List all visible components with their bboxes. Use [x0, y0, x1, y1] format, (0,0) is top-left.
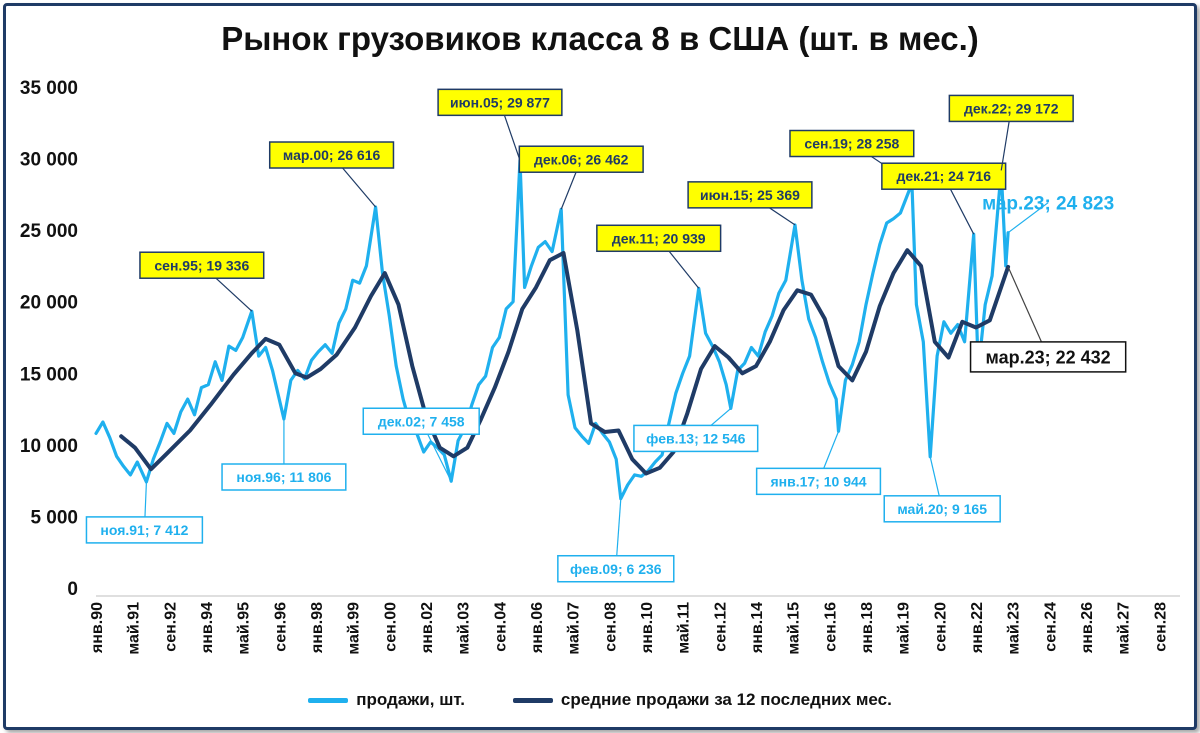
x-tick-label: сен.96 [272, 602, 289, 652]
x-tick-label: сен.08 [602, 602, 619, 652]
annotation-box [85, 516, 204, 544]
legend-item-average: средние продажи за 12 последних мес. [512, 690, 892, 710]
annotation-box [596, 224, 722, 253]
y-tick-label: 30 000 [20, 150, 78, 171]
x-tick-label: май.15 [786, 602, 803, 655]
x-tick-label: май.95 [236, 602, 253, 655]
x-tick-label: сен.92 [162, 602, 179, 652]
annotation-leader [1007, 202, 1049, 234]
x-tick-label: янв.02 [419, 602, 436, 654]
x-tick-label: янв.94 [199, 602, 216, 654]
x-tick-label: янв.10 [639, 602, 656, 654]
x-tick-label: сен.20 [932, 602, 949, 652]
annotation-box [268, 141, 395, 169]
annotation-label: фев.09; 6 236 [570, 561, 662, 577]
annotation-box [948, 94, 1074, 123]
y-tick-label: 5 000 [30, 507, 78, 528]
annotation-label: ноя.96; 11 806 [236, 469, 331, 485]
annotation-label: мар.00; 26 616 [283, 147, 381, 163]
y-tick-label: 0 [67, 579, 78, 600]
annotation-box [362, 407, 480, 435]
legend-item-sales: продажи, шт. [308, 690, 465, 710]
legend-swatch-sales [308, 697, 349, 703]
annotation-box [633, 424, 759, 453]
annotation-label: ноя.91; 7 412 [100, 522, 188, 538]
x-tick-label: сен.12 [712, 602, 729, 652]
annotation-label: дек.22; 29 172 [964, 100, 1059, 116]
annotation-box [139, 251, 265, 279]
x-tick-label: янв.98 [309, 602, 326, 654]
x-tick-label: сен.04 [492, 602, 509, 652]
legend-label-average: средние продажи за 12 последних мес. [560, 690, 892, 709]
annotation-box [221, 463, 347, 491]
annotation-box [557, 554, 675, 583]
x-tick-label: сен.28 [1152, 602, 1169, 652]
annotation-label: янв.17; 10 944 [770, 473, 866, 489]
x-tick-label: май.23 [1006, 602, 1023, 655]
x-tick-label: янв.06 [529, 602, 546, 654]
legend-label-sales: продажи, шт. [356, 690, 465, 709]
y-tick-label: 15 000 [20, 364, 78, 385]
x-tick-label: янв.22 [969, 602, 986, 654]
annotation-label: сен.95; 19 336 [154, 257, 249, 273]
annotation-box [789, 129, 915, 158]
annotation-label: сен.19; 28 258 [804, 136, 899, 152]
annotation-box [518, 145, 644, 173]
x-tick-label: янв.26 [1079, 602, 1096, 654]
annotation-label: июн.15; 25 369 [700, 187, 800, 203]
x-tick-label: май.99 [346, 602, 363, 655]
annotation-box [881, 162, 1007, 190]
annotation-label: дек.11; 20 939 [612, 230, 706, 246]
annotation-box [883, 495, 1001, 523]
x-tick-label: янв.18 [859, 602, 876, 654]
annotation-label: май.20; 9 165 [897, 501, 987, 517]
annotation-box [969, 341, 1127, 373]
annotation-label: мар.23; 24 823 [982, 194, 1114, 215]
annotation-box [755, 467, 882, 496]
y-tick-label: 25 000 [20, 221, 78, 242]
annotation-label: фев.13; 12 546 [646, 430, 746, 446]
y-tick-label: 35 000 [20, 78, 78, 99]
x-tick-label: май.11 [676, 602, 693, 654]
annotation-label: дек.02; 7 458 [378, 413, 465, 429]
x-tick-label: янв.90 [89, 602, 106, 654]
x-tick-label: сен.00 [382, 602, 399, 652]
chart-title: Рынок грузовиков класса 8 в США (шт. в м… [221, 20, 979, 57]
x-tick-label: май.91 [126, 602, 143, 655]
annotation-label: дек.21; 24 716 [896, 168, 991, 184]
x-tick-label: янв.14 [749, 602, 766, 654]
annotation-label: дек.06; 26 462 [534, 151, 629, 167]
x-tick-label: май.19 [896, 602, 913, 655]
x-tick-label: май.07 [566, 602, 583, 655]
x-tick-label: сен.24 [1042, 602, 1059, 652]
annotation-label: июн.05; 29 877 [450, 94, 550, 110]
annotation-label: мар.23; 22 432 [986, 347, 1111, 367]
x-tick-label: май.03 [456, 602, 473, 655]
y-tick-label: 10 000 [20, 436, 78, 457]
annotation-box [687, 181, 813, 209]
x-tick-label: май.27 [1116, 602, 1133, 655]
legend-swatch-average [512, 697, 553, 703]
legend: продажи, шт. средние продажи за 12 после… [0, 690, 1200, 710]
annotation-box [437, 88, 563, 117]
x-tick-label: сен.16 [822, 602, 839, 652]
series-line-average [119, 248, 1011, 476]
y-tick-label: 20 000 [20, 293, 78, 314]
